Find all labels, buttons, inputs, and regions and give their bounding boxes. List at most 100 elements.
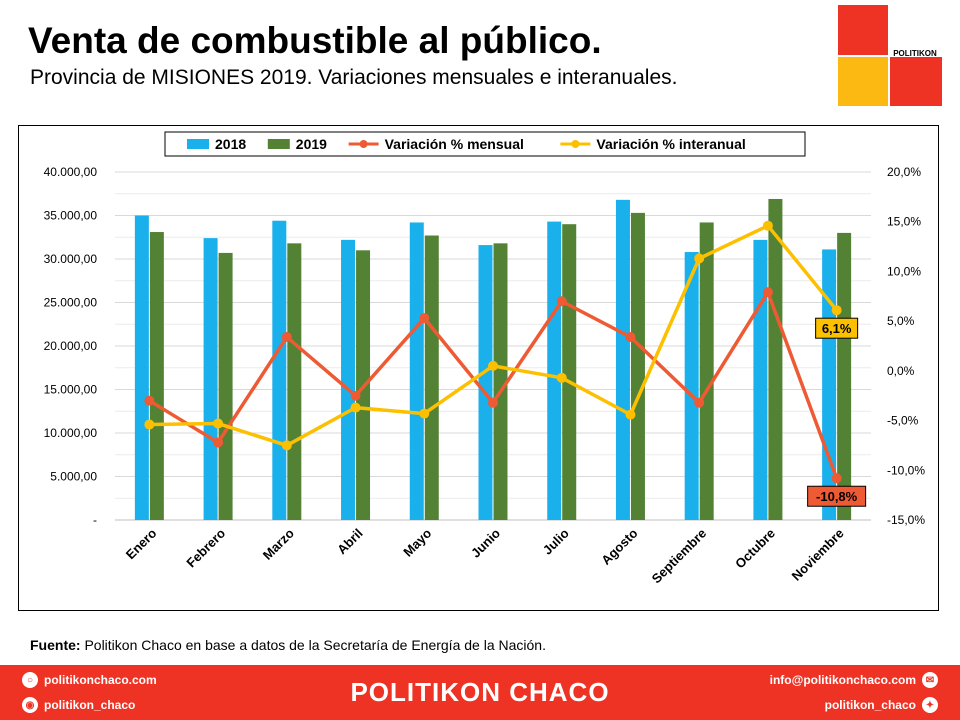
y2-tick-label: 5,0% [887,314,915,328]
footer-email[interactable]: info@politikonchaco.com ✉ [770,672,938,688]
line-point [831,473,842,484]
line-point [213,418,224,429]
legend-swatch-2019 [267,139,290,149]
line-point [144,419,155,430]
bar-2018 [478,245,493,520]
bar-2018 [272,220,287,520]
bar-2018 [134,215,149,520]
y-tick-label: 35.000,00 [44,209,98,223]
line-point [625,332,636,343]
twitter-icon: ✦ [922,697,938,713]
line-point [281,440,292,451]
footer-web[interactable]: ○ politikonchaco.com [22,672,157,688]
bar-2018 [409,222,424,520]
legend-label: Variación % mensual [385,136,524,152]
y-tick-label: 10.000,00 [44,426,98,440]
legend-label: Variación % interanual [596,136,745,152]
legend-marker [359,140,368,148]
line-point [281,332,292,343]
bar-2019 [493,243,508,520]
line-point [488,360,498,371]
line-point [694,253,705,264]
data-label-box [815,317,859,339]
bar-2018 [547,221,562,520]
y-tick-label: 30.000,00 [44,252,98,266]
y2-tick-label: -5,0% [887,414,919,428]
bar-2018 [753,239,768,521]
bar-2019 [768,198,783,520]
chart: - 5.000,00 10.000,00 15.000,00 20.000,00 25.0… [44,131,925,587]
line-point [762,220,773,231]
logo-text: POLITIKON [893,49,937,58]
x-tick-label: Febrero [183,525,228,570]
x-tick-label: Julio [540,525,572,557]
x-tick-label: Septiembre [649,526,710,587]
y-tick-label: 25.000,00 [44,296,98,310]
legend-label: 2018 [215,136,246,152]
data-label: -10,8% [816,489,858,504]
instagram-icon: ◉ [22,697,38,713]
bar-2019 [287,243,302,520]
footer-twitter-text: politikon_chaco [824,698,916,712]
x-tick-label: Agosto [598,525,640,567]
line-point [762,287,773,298]
data-label-box [807,485,867,507]
page-subtitle: Provincia de MISIONES 2019. Variaciones … [30,66,678,89]
x-tick-label: Abril [334,526,366,558]
y2-tick-label: 0,0% [887,364,915,378]
footer-email-text: info@politikonchaco.com [769,673,916,687]
bar-2018 [615,199,630,520]
line-point [419,313,430,324]
x-tick-label: Mayo [400,525,434,559]
line-point [625,409,636,420]
x-tick-label: Enero [123,525,160,562]
legend-marker [571,140,580,148]
source-note: Fuente: Politikon Chaco en base a datos … [30,637,546,653]
bar-2019 [837,232,852,520]
source-label: Fuente: [30,637,81,653]
y-tick-label: 40.000,00 [44,165,98,179]
y2-tick-label: 20,0% [887,165,921,179]
chart-area: - 5.000,00 10.000,00 15.000,00 20.000,00 25.0… [18,125,939,611]
bar-2019 [218,252,233,520]
legend-swatch-2018 [187,139,209,149]
line-point [831,305,842,316]
data-label: 6,1% [822,321,852,336]
footer-twitter[interactable]: politikon_chaco ✦ [825,697,938,713]
y-tick-label: 5.000,00 [50,470,97,484]
y2-tick-label: 10,0% [887,264,921,278]
source-text: Politikon Chaco en base a datos de la Se… [80,637,546,653]
y2-tick-label: -15,0% [887,513,925,527]
bar-2018 [203,238,218,520]
y2-tick-label: -10,0% [887,463,925,477]
bar-2019 [699,222,714,520]
line-point [694,397,705,408]
bar-2019 [630,212,645,520]
line-point [350,402,361,413]
y-tick-label: 15.000,00 [44,383,98,397]
x-tick-label: Marzo [260,525,297,562]
page-title: Venta de combustible al público. [28,20,602,61]
line-point [488,397,498,408]
bar-2019 [149,232,164,520]
mail-icon: ✉ [922,672,938,688]
bar-2018 [684,252,699,520]
x-tick-label: Octubre [732,526,778,572]
line-point [556,296,567,307]
y-tick-label: - [93,513,97,527]
bar-2019 [424,235,439,520]
line-point [350,390,361,401]
legend-label: 2019 [296,136,327,152]
footer-web-text: politikonchaco.com [44,673,157,687]
y2-tick-label: 15,0% [887,215,921,229]
globe-icon: ○ [22,672,38,688]
politikon-logo: POLITIKON [838,5,942,106]
y-tick-label: 20.000,00 [44,339,98,353]
footer-instagram[interactable]: ◉ politikon_chaco [22,697,135,713]
line-point [144,395,155,406]
line-point [213,437,224,448]
footer-bar: ○ politikonchaco.com ◉ politikon_chaco P… [0,665,960,720]
line-point [419,408,430,419]
footer-instagram-text: politikon_chaco [44,698,136,712]
x-tick-label: Noviembre [789,526,847,584]
